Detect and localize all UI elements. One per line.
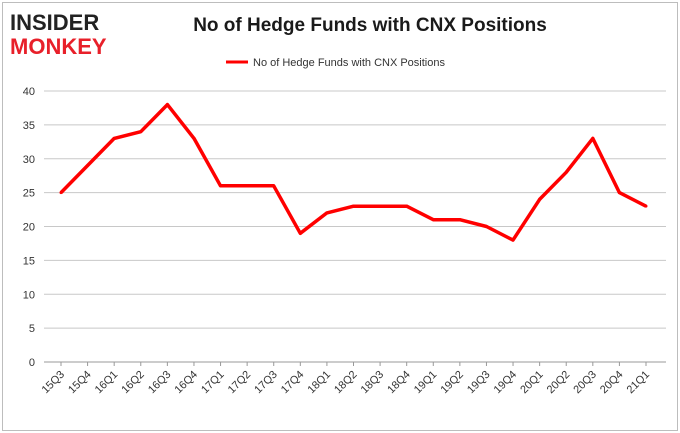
y-tick-label: 10 [23, 289, 35, 301]
legend: No of Hedge Funds with CNX Positions [226, 57, 445, 69]
x-tick-label: 16Q2 [119, 369, 147, 397]
x-axis-ticks: 15Q3 15Q4 16Q1 16Q2 16Q3 16Q4 17Q1 17Q2 17Q3 17Q4… [40, 362, 653, 397]
x-tick-label: 16Q1 [93, 369, 121, 397]
logo-line1: INSIDER [10, 10, 99, 35]
x-tick-label: 21Q1 [625, 369, 653, 397]
x-tick-label: 19Q1 [412, 369, 440, 397]
data-point [511, 238, 515, 242]
x-tick-label: 15Q3 [40, 369, 68, 397]
data-point [165, 103, 169, 107]
x-tick-label: 16Q4 [173, 369, 201, 397]
data-point [378, 204, 382, 208]
y-tick-label: 20 [23, 222, 35, 234]
logo-line2: MONKEY [10, 34, 107, 58]
data-point [245, 184, 249, 188]
y-tick-label: 30 [23, 154, 35, 166]
data-point [325, 211, 329, 215]
chart-title: No of Hedge Funds with CNX Positions [193, 15, 547, 36]
x-tick-label: 18Q1 [306, 369, 334, 397]
x-tick-label: 15Q4 [66, 369, 94, 397]
data-point [431, 218, 435, 222]
x-tick-label: 17Q2 [226, 369, 254, 397]
y-tick-label: 35 [23, 120, 35, 132]
data-point [405, 204, 409, 208]
x-tick-label: 17Q1 [199, 369, 227, 397]
data-point [59, 191, 63, 195]
x-tick-label: 19Q4 [492, 369, 520, 397]
data-point [644, 204, 648, 208]
series-group [59, 102, 648, 242]
data-point [617, 191, 621, 195]
data-point [192, 136, 196, 140]
x-tick-label: 20Q1 [518, 369, 546, 397]
y-axis-ticks: 0 5 10 15 20 25 30 35 40 [23, 86, 35, 369]
data-point [219, 184, 223, 188]
x-tick-label: 20Q3 [571, 369, 599, 397]
insider-monkey-logo: INSIDER MONKEY [10, 10, 107, 58]
legend-label: No of Hedge Funds with CNX Positions [253, 57, 445, 69]
x-tick-label: 19Q2 [438, 369, 466, 397]
data-point [538, 197, 542, 201]
data-point [591, 136, 595, 140]
y-tick-label: 0 [29, 357, 35, 369]
x-tick-label: 18Q3 [359, 369, 387, 397]
x-tick-label: 17Q3 [252, 369, 280, 397]
data-point [564, 170, 568, 174]
data-point [352, 204, 355, 208]
x-tick-label: 20Q4 [598, 369, 626, 397]
x-tick-label: 18Q2 [332, 369, 360, 397]
x-tick-label: 18Q4 [385, 369, 413, 397]
data-point [86, 164, 90, 168]
y-tick-label: 5 [29, 323, 35, 335]
data-point [139, 130, 143, 134]
data-point [458, 218, 462, 222]
x-tick-label: 20Q2 [545, 369, 573, 397]
y-tick-label: 15 [23, 255, 35, 267]
data-point [272, 184, 276, 188]
data-point [298, 231, 302, 235]
x-tick-label: 17Q4 [279, 369, 307, 397]
data-point [484, 225, 488, 228]
y-tick-label: 25 [23, 188, 35, 200]
y-tick-label: 40 [23, 86, 35, 98]
x-tick-label: 19Q3 [465, 369, 493, 397]
data-point [112, 136, 116, 140]
x-tick-label: 16Q3 [146, 369, 174, 397]
